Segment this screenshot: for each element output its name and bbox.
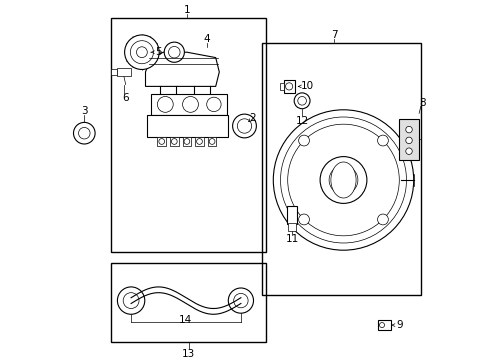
Circle shape bbox=[157, 96, 173, 112]
Bar bbox=[288, 223, 295, 231]
Bar bbox=[151, 94, 226, 115]
Circle shape bbox=[164, 42, 184, 62]
Bar bbox=[377, 320, 390, 330]
Text: 3: 3 bbox=[81, 106, 87, 116]
Circle shape bbox=[183, 139, 189, 144]
Circle shape bbox=[228, 288, 253, 313]
Bar bbox=[182, 137, 191, 146]
Circle shape bbox=[298, 214, 309, 225]
Circle shape bbox=[123, 293, 139, 309]
Text: 1: 1 bbox=[183, 5, 190, 15]
Circle shape bbox=[405, 126, 411, 133]
Bar bbox=[207, 137, 216, 146]
Text: 7: 7 bbox=[330, 30, 337, 40]
Circle shape bbox=[294, 93, 309, 109]
Text: 5: 5 bbox=[155, 47, 162, 57]
Text: 2: 2 bbox=[248, 113, 255, 123]
Text: 12: 12 bbox=[295, 116, 308, 126]
Circle shape bbox=[196, 139, 202, 144]
Polygon shape bbox=[145, 52, 219, 86]
Text: 13: 13 bbox=[182, 348, 195, 359]
Ellipse shape bbox=[330, 162, 355, 198]
Circle shape bbox=[136, 47, 147, 58]
Bar bbox=[284, 80, 294, 93]
Circle shape bbox=[405, 148, 411, 154]
Text: 6: 6 bbox=[122, 93, 129, 103]
Circle shape bbox=[237, 119, 251, 133]
Text: 14: 14 bbox=[179, 315, 192, 325]
Circle shape bbox=[287, 124, 399, 236]
Bar bbox=[147, 115, 228, 137]
Circle shape bbox=[130, 41, 153, 64]
Circle shape bbox=[298, 135, 309, 146]
Bar bbox=[195, 137, 203, 146]
Circle shape bbox=[377, 214, 387, 225]
Bar bbox=[117, 68, 131, 76]
Circle shape bbox=[379, 323, 384, 328]
Circle shape bbox=[73, 122, 95, 144]
Circle shape bbox=[171, 139, 177, 144]
Circle shape bbox=[285, 83, 292, 90]
Circle shape bbox=[280, 117, 406, 243]
Bar bbox=[111, 263, 265, 342]
Circle shape bbox=[320, 157, 366, 203]
Circle shape bbox=[405, 137, 411, 144]
Circle shape bbox=[209, 139, 215, 144]
Text: 9: 9 bbox=[396, 320, 403, 330]
Circle shape bbox=[124, 35, 159, 69]
Circle shape bbox=[168, 46, 180, 58]
Circle shape bbox=[328, 166, 357, 194]
Text: 4: 4 bbox=[203, 34, 209, 44]
Text: 10: 10 bbox=[300, 81, 313, 91]
Circle shape bbox=[117, 287, 144, 314]
Circle shape bbox=[206, 97, 221, 112]
Circle shape bbox=[377, 135, 387, 146]
Text: 8: 8 bbox=[419, 98, 425, 108]
Bar bbox=[279, 83, 284, 90]
Circle shape bbox=[159, 139, 164, 144]
Text: 11: 11 bbox=[285, 234, 298, 244]
Bar bbox=[286, 206, 297, 224]
Bar bbox=[399, 119, 418, 160]
Circle shape bbox=[297, 96, 306, 105]
Bar bbox=[111, 18, 265, 252]
Circle shape bbox=[182, 96, 198, 112]
Bar bbox=[157, 137, 166, 146]
Circle shape bbox=[273, 110, 413, 250]
Bar bbox=[111, 69, 117, 75]
Bar bbox=[170, 137, 178, 146]
Circle shape bbox=[232, 114, 256, 138]
Bar bbox=[262, 43, 420, 295]
Circle shape bbox=[79, 127, 90, 139]
Circle shape bbox=[233, 293, 247, 308]
